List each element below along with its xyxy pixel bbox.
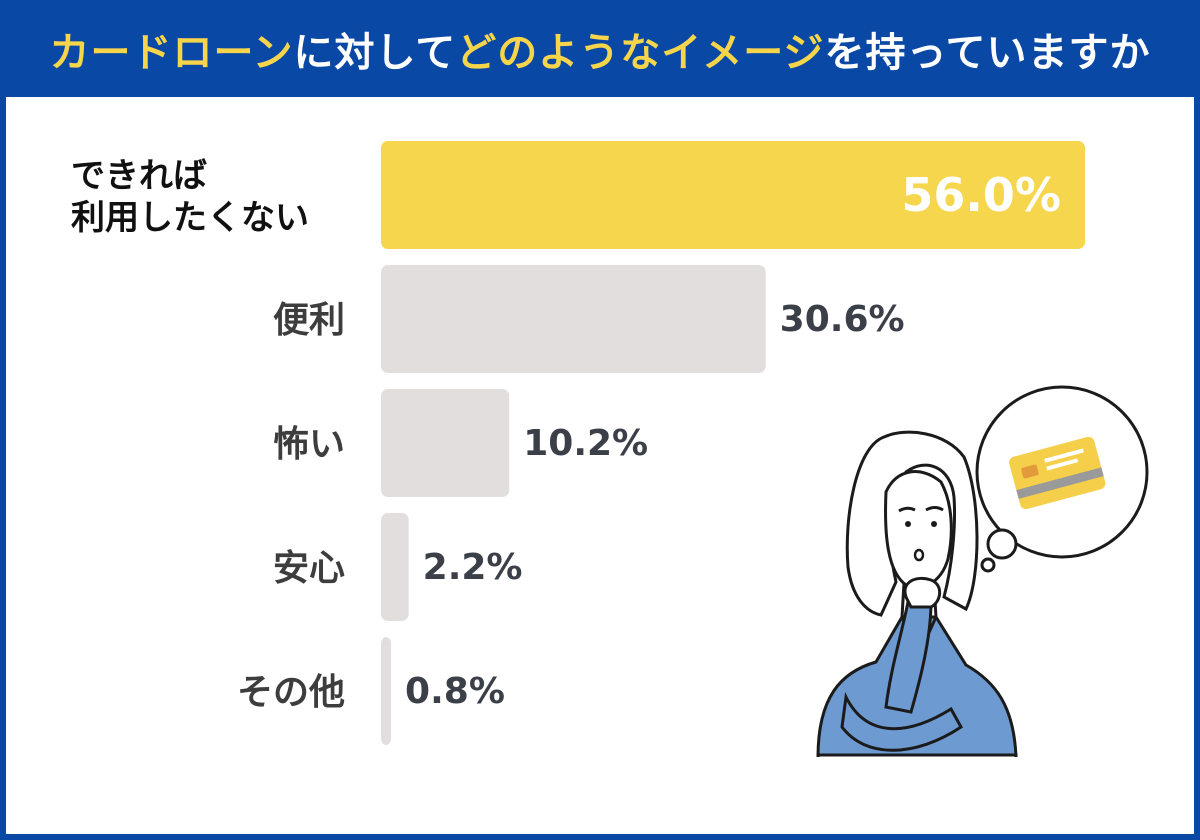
category-label: 便利 — [273, 300, 345, 341]
value-label: 10.2% — [523, 423, 648, 464]
value-label: 2.2% — [423, 547, 523, 588]
value-label: 30.6% — [780, 299, 905, 340]
category-label: できれば — [71, 156, 207, 196]
thought-bubble-dot — [980, 557, 996, 573]
woman-face — [884, 470, 953, 590]
woman-brow — [925, 506, 944, 512]
title-part: に対して — [293, 29, 457, 76]
bar — [381, 513, 409, 621]
woman-eye — [905, 521, 911, 527]
title-part: どのようなイメージ — [456, 29, 825, 76]
woman-hand — [903, 576, 942, 609]
woman-brow — [898, 506, 916, 513]
chart-title: カードローン に対して どのようなイメージ を持っていますか — [0, 0, 1200, 97]
title-part: を持っていますか — [824, 29, 1151, 76]
value-label: 0.8% — [405, 671, 505, 712]
bar — [381, 265, 766, 373]
title-part: カードローン — [49, 29, 294, 76]
woman-eye — [931, 521, 937, 527]
woman-hair — [845, 430, 979, 617]
bar — [381, 141, 1085, 249]
category-label: 安心 — [273, 548, 345, 589]
woman-mouth — [913, 548, 925, 562]
thought-bubble-dot — [986, 528, 1018, 560]
value-label: 56.0% — [901, 168, 1061, 222]
bar — [381, 389, 510, 497]
category-label: その他 — [237, 672, 345, 713]
category-label: 怖い — [273, 424, 345, 465]
chart-panel: できれば 利用したくない 56.0% 便利 30.6% 怖い 10.2% 安心 2.2% その他 0… — [6, 97, 1194, 834]
woman-arm — [840, 691, 963, 752]
bar — [381, 637, 392, 745]
category-label: 利用したくない — [71, 198, 309, 238]
credit-card-icon — [1009, 436, 1106, 510]
